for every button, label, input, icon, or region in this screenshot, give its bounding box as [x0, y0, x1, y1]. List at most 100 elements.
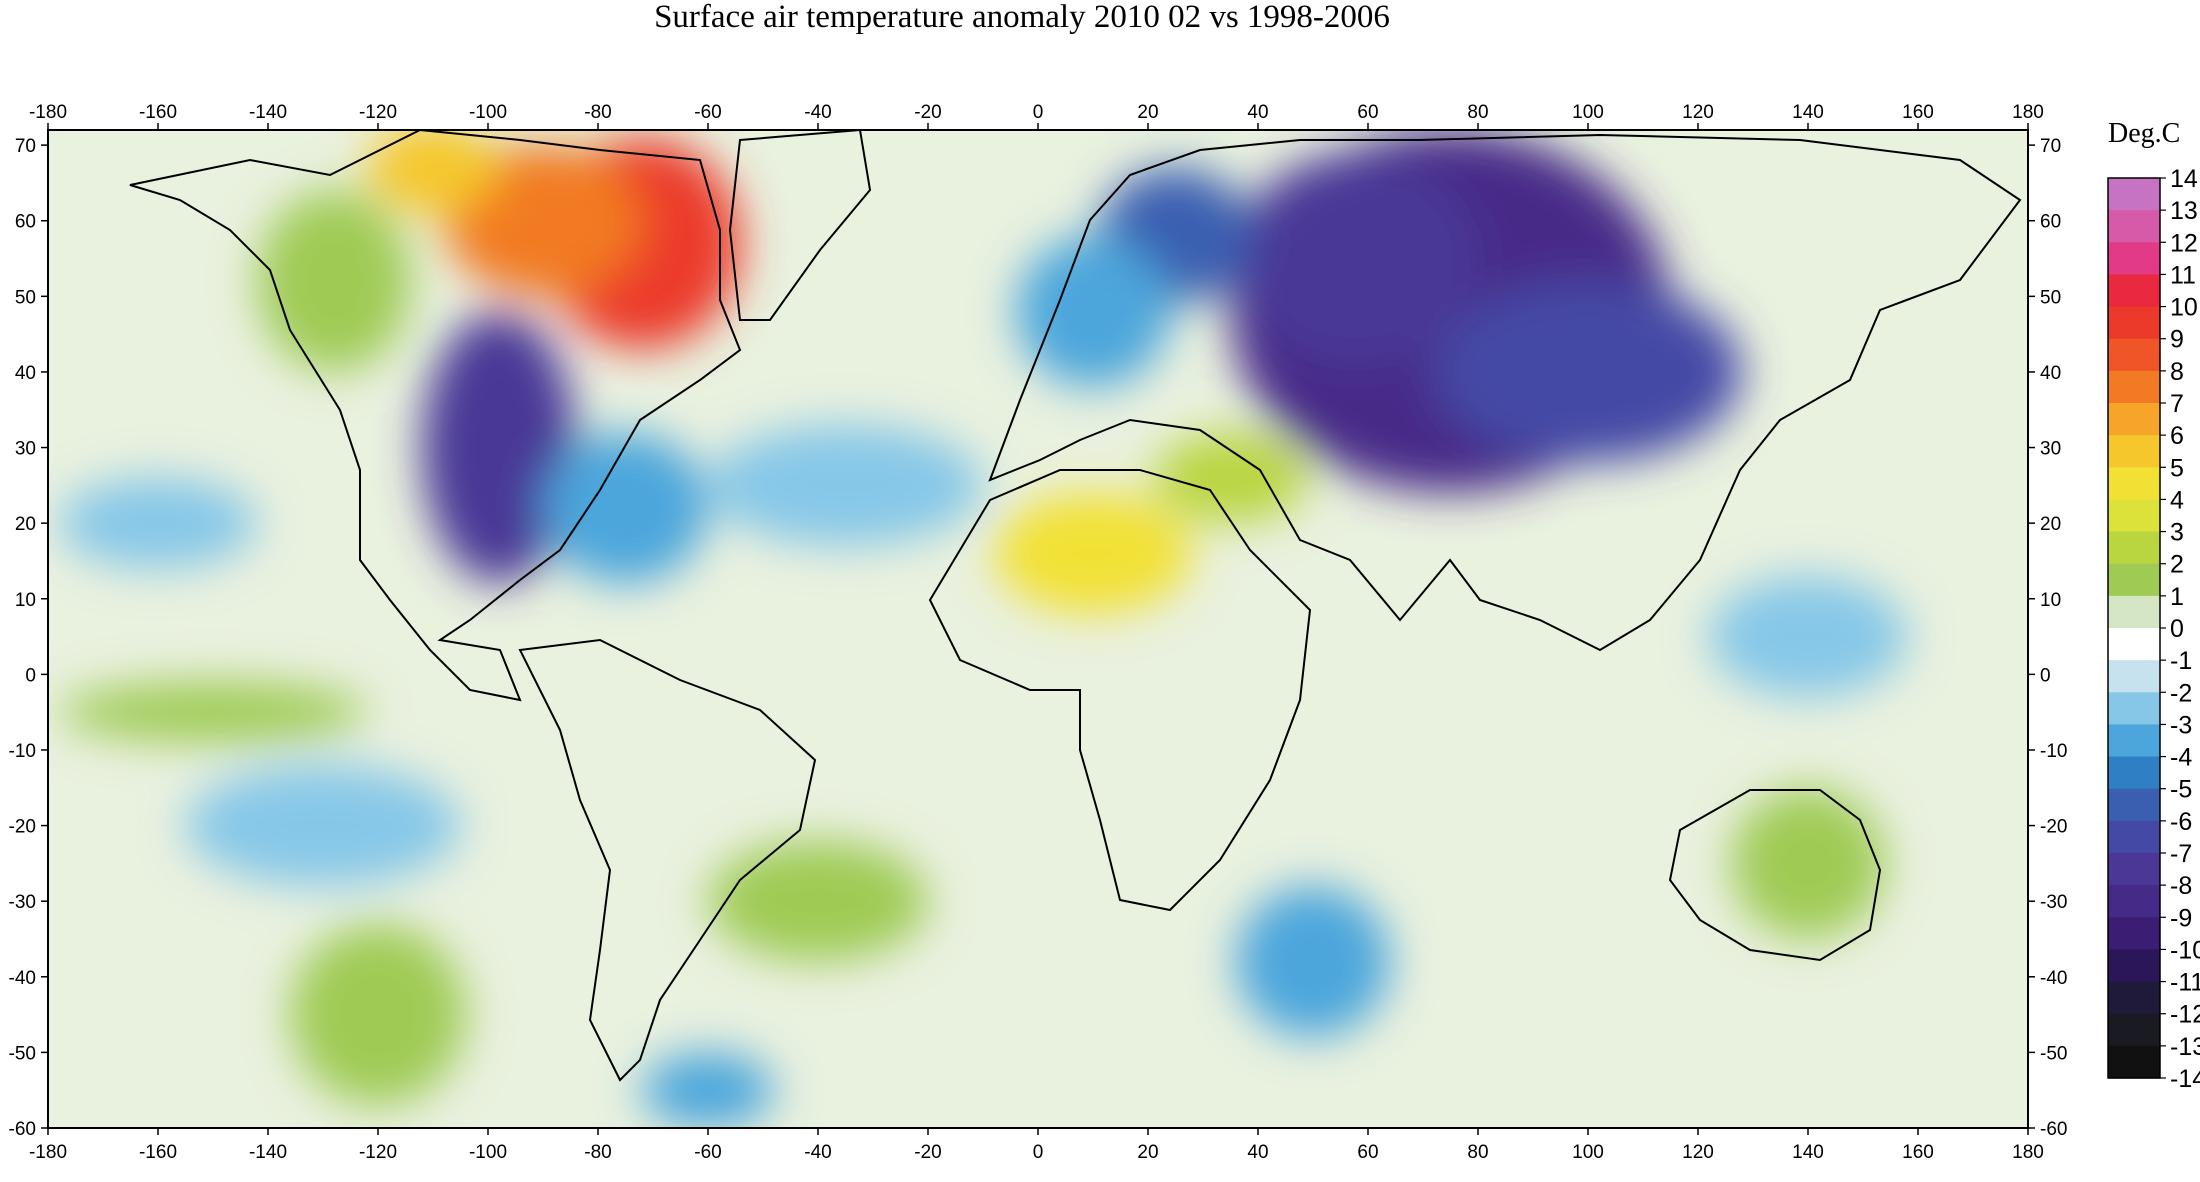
colorbar-cell	[2108, 178, 2160, 211]
colorbar-label: 5	[2170, 454, 2184, 482]
top-axis-label: 80	[1467, 102, 1488, 123]
top-axis-label: -140	[249, 102, 287, 123]
anomaly-blob-18	[708, 840, 928, 962]
colorbar-cell	[2108, 949, 2160, 983]
right-axis-label: 30	[2040, 439, 2061, 460]
coastline-south-america	[518, 638, 817, 1082]
colorbar-cell	[2108, 338, 2160, 372]
colorbar-cell	[2108, 981, 2160, 1015]
bottom-axis-label: -140	[249, 1142, 287, 1163]
colorbar-label: -10	[2170, 936, 2200, 964]
colorbar-label: 2	[2170, 551, 2184, 579]
left-axis-label: -20	[9, 817, 36, 838]
anomaly-blob-15	[1236, 886, 1390, 1038]
bottom-axis-label: -60	[694, 1142, 721, 1163]
anomaly-blob-16	[185, 765, 461, 887]
colorbar-label: -14	[2170, 1065, 2200, 1093]
top-axis-label: -20	[914, 102, 941, 123]
top-axis-label: 120	[1682, 102, 1714, 123]
right-axis-label: -10	[2040, 741, 2067, 762]
anomaly-blob-17	[290, 923, 466, 1106]
coastlines	[129, 130, 2022, 1082]
anomaly-blob-13	[994, 492, 1192, 614]
right-axis-label: 10	[2040, 590, 2061, 611]
colorbar-cell	[2108, 917, 2160, 951]
anomaly-blob-21	[59, 477, 257, 569]
colorbar-cell	[2108, 435, 2160, 468]
colorbar-cell	[2108, 1013, 2160, 1047]
bottom-axis-label: -80	[584, 1142, 611, 1163]
colorbar-label: 13	[2170, 197, 2198, 225]
anomaly-blob-19	[1731, 787, 1885, 939]
colorbar-label: -12	[2170, 1001, 2200, 1029]
colorbar-cell	[2108, 853, 2160, 886]
axis-labels: -180 -160 -140 -120 -100 -80 -60 -40 -20 0 20 40 60 8…	[9, 102, 2068, 1163]
anomaly-blob-2	[1236, 152, 1478, 365]
colorbar-label: -13	[2170, 1033, 2200, 1061]
bottom-axis-label: 100	[1572, 1142, 1604, 1163]
right-axis-label: -30	[2040, 892, 2067, 913]
colorbar-label: -4	[2170, 744, 2192, 772]
right-axis-label: 70	[2040, 136, 2061, 157]
top-axis-label: 40	[1247, 102, 1268, 123]
top-axis-label: 60	[1357, 102, 1378, 123]
anomaly-blob-23	[642, 1052, 774, 1128]
left-axis-label: 20	[15, 514, 36, 535]
colorbar-cell	[2108, 660, 2160, 693]
colorbar-label: 7	[2170, 390, 2184, 418]
colorbar-label: 11	[2170, 261, 2196, 289]
colorbar-label: -1	[2170, 647, 2192, 675]
right-axis-label: 50	[2040, 287, 2061, 308]
top-axis-label: 160	[1902, 102, 1934, 123]
right-axis-label: -20	[2040, 817, 2067, 838]
anomaly-blob-12	[257, 190, 411, 372]
colorbar-cell	[2108, 274, 2160, 308]
bottom-axis-label: 140	[1792, 1142, 1824, 1163]
coastline-australia	[1668, 789, 1882, 962]
left-axis-label: 0	[25, 665, 36, 686]
bottom-axis-label: 0	[1033, 1142, 1044, 1163]
left-axis-label: -60	[9, 1119, 36, 1140]
coastline-africa	[928, 469, 1312, 912]
colorbar-cell	[2108, 306, 2160, 340]
colorbar-cell	[2108, 242, 2160, 276]
colorbar-cell	[2108, 370, 2160, 404]
colorbar-cell	[2108, 820, 2160, 854]
bottom-axis-label: 20	[1137, 1142, 1158, 1163]
colorbar-cell	[2108, 531, 2160, 565]
bottom-axis-label: 60	[1357, 1142, 1378, 1163]
axis-ticks	[41, 123, 2035, 1135]
right-axis-label: -60	[2040, 1119, 2067, 1140]
anomaly-blob-6	[422, 311, 576, 584]
colorbar-label: 9	[2170, 326, 2184, 354]
anomaly-field	[48, 130, 2028, 1128]
colorbar-label: 4	[2170, 486, 2184, 514]
colorbar-label: -3	[2170, 711, 2192, 739]
colorbar-label: 14	[2170, 165, 2198, 193]
left-axis-label: 50	[15, 287, 36, 308]
anomaly-blob-3	[1434, 281, 1742, 463]
anomaly-blob-7	[543, 432, 708, 584]
top-axis-label: -120	[359, 102, 397, 123]
bottom-axis-label: 160	[1902, 1142, 1934, 1163]
bottom-axis-label: -20	[914, 1142, 941, 1163]
bottom-axis-label: -160	[139, 1142, 177, 1163]
top-axis-label: -40	[804, 102, 831, 123]
colorbar-cell	[2108, 1045, 2160, 1079]
anomaly-blob-8	[708, 424, 983, 546]
left-axis-label: 30	[15, 439, 36, 460]
right-axis-label: -50	[2040, 1043, 2067, 1064]
colorbar-label: -9	[2170, 904, 2192, 932]
top-axis-label: -80	[584, 102, 611, 123]
colorbar-label: 3	[2170, 519, 2184, 547]
colorbar-cells	[2108, 178, 2160, 1079]
colorbar-labels: 14131211109876543210-1-2-3-4-5-6-7-8-9-1…	[2160, 165, 2200, 1093]
colorbar-cell	[2108, 563, 2160, 597]
colorbar-label: -5	[2170, 776, 2192, 804]
right-axis-label: 60	[2040, 212, 2061, 233]
coastline-europe-asia	[988, 133, 2022, 652]
bottom-axis-label: -100	[469, 1142, 507, 1163]
colorbar-cell	[2108, 724, 2160, 758]
top-axis-label: 180	[2012, 102, 2044, 123]
